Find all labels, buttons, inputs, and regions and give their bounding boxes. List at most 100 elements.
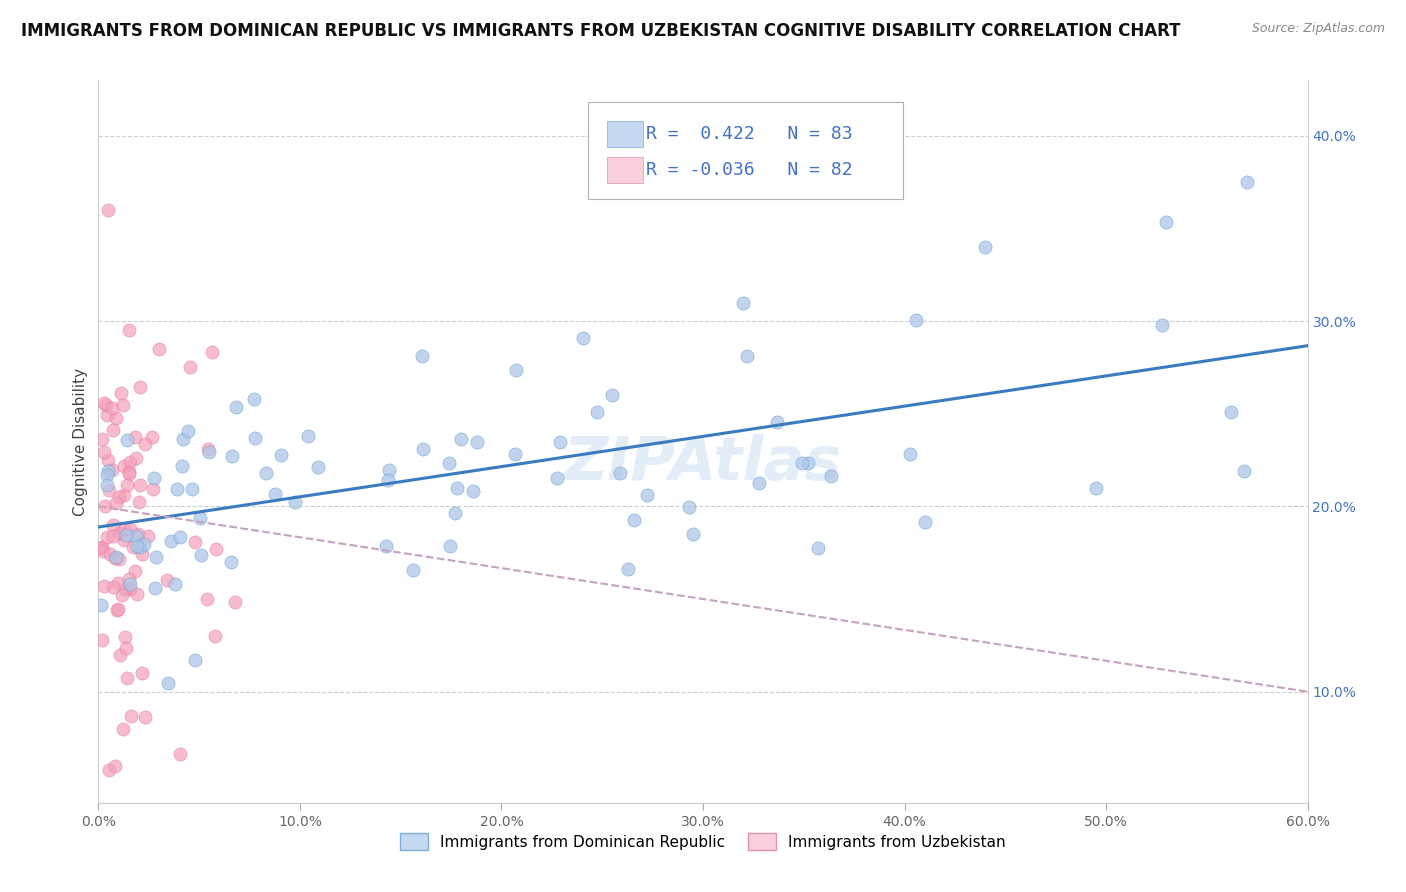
Point <box>204 630 226 644</box>
Point <box>307 459 329 474</box>
Point <box>90 541 112 555</box>
Point <box>94 499 117 513</box>
Point <box>103 423 125 437</box>
Point <box>127 526 149 541</box>
Point <box>89 541 111 555</box>
Point <box>733 295 755 310</box>
Point <box>120 708 142 723</box>
Point <box>114 630 136 644</box>
Point <box>122 540 145 554</box>
Point <box>807 541 830 556</box>
Point <box>914 516 936 530</box>
Point <box>120 455 142 469</box>
Text: Source: ZipAtlas.com: Source: ZipAtlas.com <box>1251 22 1385 36</box>
Point <box>585 404 607 418</box>
Point <box>636 488 658 502</box>
Point <box>377 473 399 487</box>
Point <box>1084 481 1107 495</box>
Point <box>179 360 201 375</box>
Point <box>96 408 118 422</box>
Point <box>100 401 122 415</box>
Point <box>1233 464 1256 478</box>
Point <box>125 529 148 543</box>
Point <box>98 763 121 777</box>
Point <box>101 581 124 595</box>
Point <box>134 709 156 723</box>
Point <box>1219 404 1241 418</box>
Point <box>96 478 118 492</box>
Point <box>221 449 243 463</box>
Point <box>124 451 146 466</box>
Point <box>112 398 135 412</box>
Point <box>120 577 142 591</box>
Legend: Immigrants from Dominican Republic, Immigrants from Uzbekistan: Immigrants from Dominican Republic, Immi… <box>394 827 1012 856</box>
Point <box>117 434 139 448</box>
Point <box>136 528 159 542</box>
Point <box>91 432 114 446</box>
Point <box>105 411 128 425</box>
Point <box>465 435 488 450</box>
Point <box>112 533 135 548</box>
Point <box>682 527 704 541</box>
Point <box>98 547 121 561</box>
Point <box>118 582 141 596</box>
Point <box>128 478 150 492</box>
Point <box>111 588 134 602</box>
Point <box>142 482 165 496</box>
Point <box>148 342 170 356</box>
Point <box>623 513 645 527</box>
Point <box>450 432 472 446</box>
Point <box>169 530 191 544</box>
Text: ZIPAtlas: ZIPAtlas <box>564 434 842 492</box>
Point <box>205 541 228 556</box>
Point <box>443 506 465 520</box>
Point <box>188 511 211 525</box>
Point <box>115 640 138 655</box>
Point <box>108 648 131 662</box>
Point <box>546 471 568 485</box>
Point <box>461 484 484 499</box>
Point <box>183 534 205 549</box>
Point <box>98 483 121 497</box>
Point <box>172 432 194 446</box>
Point <box>128 540 150 554</box>
Point <box>766 415 789 429</box>
Point <box>160 533 183 548</box>
Point <box>118 522 141 536</box>
Point <box>820 468 842 483</box>
Point <box>221 555 243 569</box>
Point <box>93 444 115 458</box>
Point <box>254 466 277 480</box>
Point <box>118 323 141 337</box>
Point <box>112 458 135 473</box>
Point <box>790 456 813 470</box>
Point <box>93 579 115 593</box>
Point <box>125 587 148 601</box>
FancyBboxPatch shape <box>607 120 643 147</box>
Point <box>748 475 770 490</box>
Point <box>796 456 818 470</box>
Point <box>157 675 180 690</box>
Point <box>548 434 571 449</box>
Point <box>617 562 640 576</box>
Point <box>128 495 150 509</box>
Point <box>107 602 129 616</box>
Point <box>96 529 118 543</box>
Point <box>437 456 460 470</box>
FancyBboxPatch shape <box>607 157 643 183</box>
Point <box>97 452 120 467</box>
Point <box>224 595 246 609</box>
Point <box>103 529 125 543</box>
Point <box>571 331 593 345</box>
Point <box>1236 175 1258 189</box>
Point <box>181 482 204 496</box>
Point <box>225 401 247 415</box>
Point <box>439 539 461 553</box>
Point <box>145 550 167 565</box>
Point <box>101 518 124 533</box>
Point <box>90 633 112 648</box>
Point <box>97 202 120 217</box>
Point <box>114 522 136 536</box>
Point <box>297 429 319 443</box>
Point <box>374 539 396 553</box>
